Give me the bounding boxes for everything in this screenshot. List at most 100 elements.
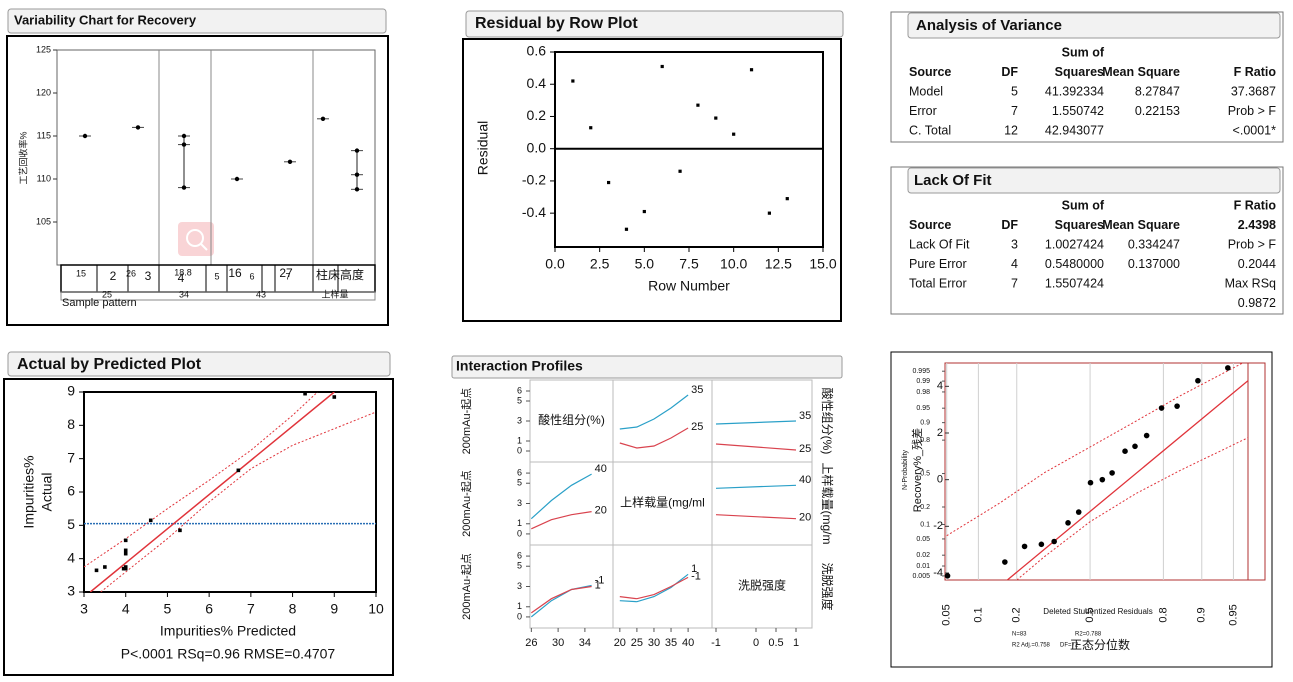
group-label: 43 [256,289,266,299]
x-tick-label: 5 [164,601,172,617]
table-cell: Error [909,104,937,118]
y-axis-label: 200mAu-起点 [460,388,473,455]
y-tick-label: 5 [517,478,522,488]
table-header: DF [1001,218,1018,232]
y-tick-label: 110 [37,173,51,183]
data-point [642,209,646,214]
profile-curve [715,484,797,489]
data-point [303,391,307,396]
fit-stats: P<.0001 RSq=0.96 RMSE=0.4707 [121,646,336,662]
data-point [1122,448,1128,455]
y-tick-label: -0.4 [522,204,546,220]
curve-label: 40 [799,474,811,486]
confidence-curve [946,363,1243,537]
data-point [148,518,153,523]
panel-title: Variability Chart for Recovery [14,12,197,27]
data-point [234,176,240,182]
data-point [660,64,664,69]
zoom-icon-glass [186,229,204,247]
data-point [1143,432,1150,439]
x-tick-label: 1 [793,637,799,649]
y2-tick-label: 0.005 [912,573,930,580]
x-tick-label: 12.5 [765,256,792,272]
y2-tick-label: 0.2 [920,504,930,511]
factor-side-label: 上样载量(mg/m [820,463,835,545]
y-tick-label: 2 [937,427,943,439]
zoom-icon[interactable] [178,222,214,256]
data-point [181,133,187,139]
x-label: 6 [249,271,254,281]
data-point [181,142,187,147]
curve-label: 25 [799,443,811,455]
y-tick-label: 5 [517,561,522,571]
title-box [7,351,391,377]
data-point [354,172,360,177]
table-cell: 0.5480000 [1045,257,1104,271]
curve-label: 20 [595,505,607,517]
panel-frame [890,11,1284,143]
group-label: 上样量 [321,288,348,299]
table-cell: 0.334247 [1128,237,1180,251]
y2-tick-label: 0.1 [920,521,930,528]
y-tick-label: 0.2 [527,107,547,123]
title-box [465,10,844,38]
y2-tick-label: 0.8 [920,437,930,444]
y2-tick-label: 0.99 [916,378,930,385]
y-tick-label: 0.0 [527,139,547,155]
y-tick-label: -2 [933,520,943,532]
factor-label: 洗脱强度 [738,578,786,593]
data-point [178,528,182,533]
data-point [1065,520,1071,526]
profile-curve [619,576,689,600]
x-tick-label: 0.5 [768,637,783,649]
curve-label: 1 [595,579,601,591]
x-tick-label: 35 [665,637,677,649]
x-tick-label: 8 [289,601,297,617]
table-cell: 0.22153 [1135,104,1180,118]
x-tick-label: 5.0 [635,256,655,272]
x-tick-label: 10.0 [720,256,747,272]
x-tick-label: 0 [753,637,759,649]
x-axis-label: Row Number [648,278,730,294]
y-axis-label: 工艺回收率% [17,131,28,184]
x-label: 4 [178,271,185,285]
table-cell: 1.0027424 [1045,237,1104,251]
panel-frame [890,351,1273,668]
y-tick-label: 8 [67,416,75,432]
table-cell: 1.550742 [1052,104,1104,118]
panel-frame [890,166,1284,315]
confidence-curve [84,392,318,568]
y2-tick-label: 0.98 [916,389,930,396]
plot-content [946,363,1248,580]
data-point [1195,377,1201,384]
x-label: 3 [145,269,152,283]
y2-tick-label: 0.01 [916,563,930,570]
data-point [287,159,293,164]
y-tick-label: -4 [933,567,943,579]
x-label: 2 [110,269,117,283]
y-tick-label: 0.6 [527,43,547,59]
y-tick-label: 3 [517,581,522,591]
factor-label: 酸性组分(%) [538,412,605,427]
table-cell: 4 [1011,257,1018,271]
x-tick-label: 0.5 [1084,607,1096,622]
data-point [1158,405,1165,411]
x-tick-label: 30 [552,637,564,649]
curve-label: -1 [595,574,605,586]
curve-label: 1 [691,563,697,575]
x-label: 16 [228,266,242,280]
table-cell: 7 [1011,104,1018,118]
curve-label: 25 [691,421,703,433]
y-axis-label: Recovery%_残差 [910,428,924,512]
data-point [696,103,700,107]
curve-label: 40 [595,463,607,475]
table-header: 2.4398 [1238,218,1276,232]
table-cell: C. Total [909,123,951,137]
data-point [1075,509,1082,515]
x-tick-label: 26 [525,637,537,649]
y-tick-label: 6 [517,467,522,477]
data-point [785,197,789,201]
y-tick-label: 115 [37,130,51,140]
fit-stat: R2 Adj.=0.758 [1012,643,1051,649]
